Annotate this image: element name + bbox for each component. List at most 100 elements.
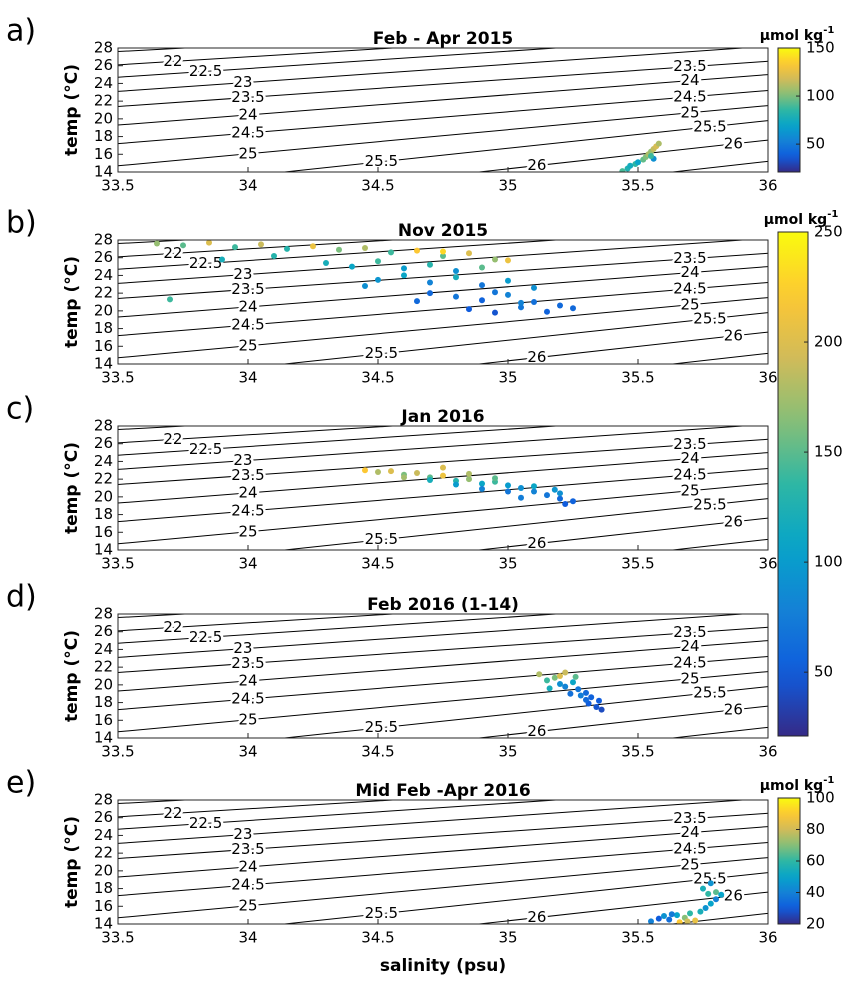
plot-content: 2222.52323.523.5242424.524.5252525.525.5… <box>118 426 768 550</box>
x-axis-label: salinity (psu) <box>380 956 506 976</box>
x-tick-label: 35 <box>498 177 517 195</box>
contour-label: 24 <box>680 263 699 281</box>
contour-label: 24.5 <box>673 653 706 671</box>
y-axis-label: temp (°C) <box>62 442 82 534</box>
data-point <box>453 481 459 488</box>
colorbar <box>777 231 809 737</box>
contour-label: 25.5 <box>365 718 398 736</box>
y-tick-label: 26 <box>94 808 113 826</box>
y-tick-label: 24 <box>94 74 113 92</box>
contour-label: 25 <box>680 855 699 873</box>
data-point <box>661 913 667 920</box>
contour-label: 25 <box>680 295 699 313</box>
data-point <box>154 240 160 247</box>
x-tick-label: 34.5 <box>361 177 394 195</box>
contour-label: 23.5 <box>673 249 706 267</box>
plot-content: 2222.52323.523.5242424.524.5252525.525.5… <box>118 48 768 174</box>
contour-label: 23.5 <box>673 435 706 453</box>
y-tick-label: 26 <box>94 248 113 266</box>
contour-line <box>118 426 401 444</box>
contour-line <box>118 483 768 545</box>
contour-label: 25 <box>680 103 699 121</box>
colorbar-unit-exponent: -1 <box>827 209 838 220</box>
plot-content: 2222.52323.523.5242424.524.5252525.525.5… <box>118 240 768 364</box>
contour-label: 24 <box>238 671 257 689</box>
colorbar-tick-label: 150 <box>814 443 843 461</box>
data-point <box>219 256 225 263</box>
contour-label: 22.5 <box>189 62 222 80</box>
contour-line <box>118 468 768 523</box>
contour-label: 24 <box>238 297 257 315</box>
panel-label: d) <box>6 580 37 615</box>
x-tick-label: 34.5 <box>361 555 394 573</box>
data-point <box>536 671 543 678</box>
data-point <box>479 282 485 289</box>
data-point <box>684 918 691 924</box>
x-tick-label: 33.5 <box>101 555 134 573</box>
data-point <box>551 486 558 493</box>
contour-label: 26 <box>527 156 546 174</box>
contour-label: 23 <box>233 639 252 657</box>
data-point <box>551 674 558 681</box>
x-tick-label: 33.5 <box>101 177 134 195</box>
contour-line <box>118 105 768 167</box>
data-point <box>572 673 579 680</box>
colorbar-label: μmol kg-1 <box>760 25 835 44</box>
panel-label: b) <box>6 206 37 241</box>
y-tick-label: 22 <box>94 658 113 676</box>
x-tick-label: 36 <box>758 369 777 387</box>
data-point <box>440 252 446 259</box>
contour-label: 23.5 <box>673 809 706 827</box>
data-point <box>323 260 329 267</box>
x-tick-label: 35.5 <box>621 177 654 195</box>
x-tick-label: 34 <box>238 929 257 947</box>
x-tick-label: 35 <box>498 929 517 947</box>
data-point <box>562 683 569 690</box>
data-point <box>583 689 589 696</box>
data-point <box>401 474 407 481</box>
contour-label: 23.5 <box>673 57 706 75</box>
data-point <box>492 256 498 263</box>
x-tick-label: 35 <box>498 369 517 387</box>
data-point <box>518 304 524 311</box>
contour-line <box>279 686 768 738</box>
contour-label: 22 <box>163 618 182 636</box>
contour-line <box>474 705 768 738</box>
data-point <box>505 482 511 489</box>
contour-line <box>118 60 768 107</box>
panel-label: c) <box>6 392 34 427</box>
y-axis-label: temp (°C) <box>62 256 82 348</box>
x-tick-label: 36 <box>758 555 777 573</box>
y-tick-label: 24 <box>94 826 113 844</box>
data-point <box>375 276 381 283</box>
contour-line <box>118 240 564 270</box>
y-axis-label: temp (°C) <box>62 816 82 908</box>
data-point <box>427 477 433 484</box>
contour-label: 24.5 <box>231 876 264 894</box>
contour-label: 22 <box>163 244 182 262</box>
y-tick-label: 16 <box>94 523 113 541</box>
colorbar-unit: μmol kg <box>760 778 824 794</box>
data-point <box>518 299 524 306</box>
data-point <box>596 697 602 704</box>
data-point <box>375 469 381 476</box>
plot-content: 2222.52323.523.5242424.524.5252525.525.5… <box>118 614 768 738</box>
data-point <box>588 694 595 701</box>
y-tick-label: 22 <box>94 284 113 302</box>
contour-line <box>118 74 768 126</box>
data-point <box>655 140 662 147</box>
contour-label: 24.5 <box>673 465 706 483</box>
data-point <box>619 168 626 172</box>
data-point <box>310 243 316 250</box>
y-tick-label: 28 <box>94 39 113 57</box>
contour-label: 25.5 <box>365 904 398 922</box>
contour-label: 22.5 <box>189 814 222 832</box>
y-tick-label: 18 <box>94 505 113 523</box>
contour-line <box>118 812 768 859</box>
colorbar-tick-label: 20 <box>806 915 825 933</box>
x-tick-label: 35 <box>498 555 517 573</box>
contour-line <box>474 517 768 550</box>
y-tick-label: 28 <box>94 791 113 809</box>
data-point <box>453 274 459 281</box>
contour-label: 22.5 <box>189 628 222 646</box>
